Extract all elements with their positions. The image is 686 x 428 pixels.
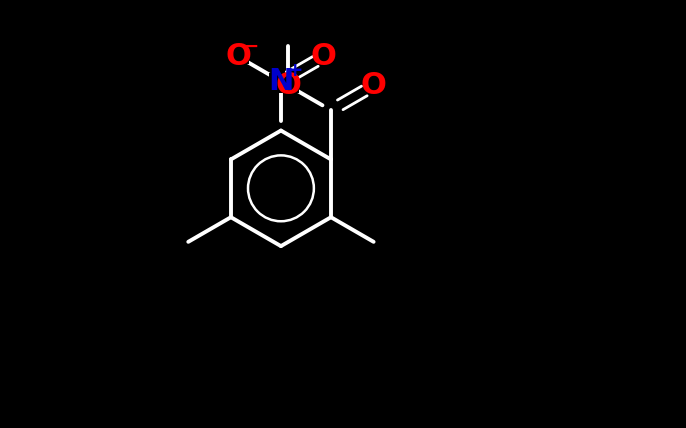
Text: O: O — [275, 71, 301, 100]
FancyBboxPatch shape — [228, 49, 249, 64]
Text: O: O — [226, 42, 251, 71]
Text: N: N — [268, 67, 294, 96]
Text: +: + — [286, 61, 303, 80]
FancyBboxPatch shape — [269, 73, 293, 90]
Text: O: O — [361, 71, 386, 100]
FancyBboxPatch shape — [313, 49, 334, 64]
Text: O: O — [311, 42, 337, 71]
FancyBboxPatch shape — [363, 78, 384, 93]
Text: −: − — [243, 36, 259, 56]
FancyBboxPatch shape — [278, 78, 299, 93]
